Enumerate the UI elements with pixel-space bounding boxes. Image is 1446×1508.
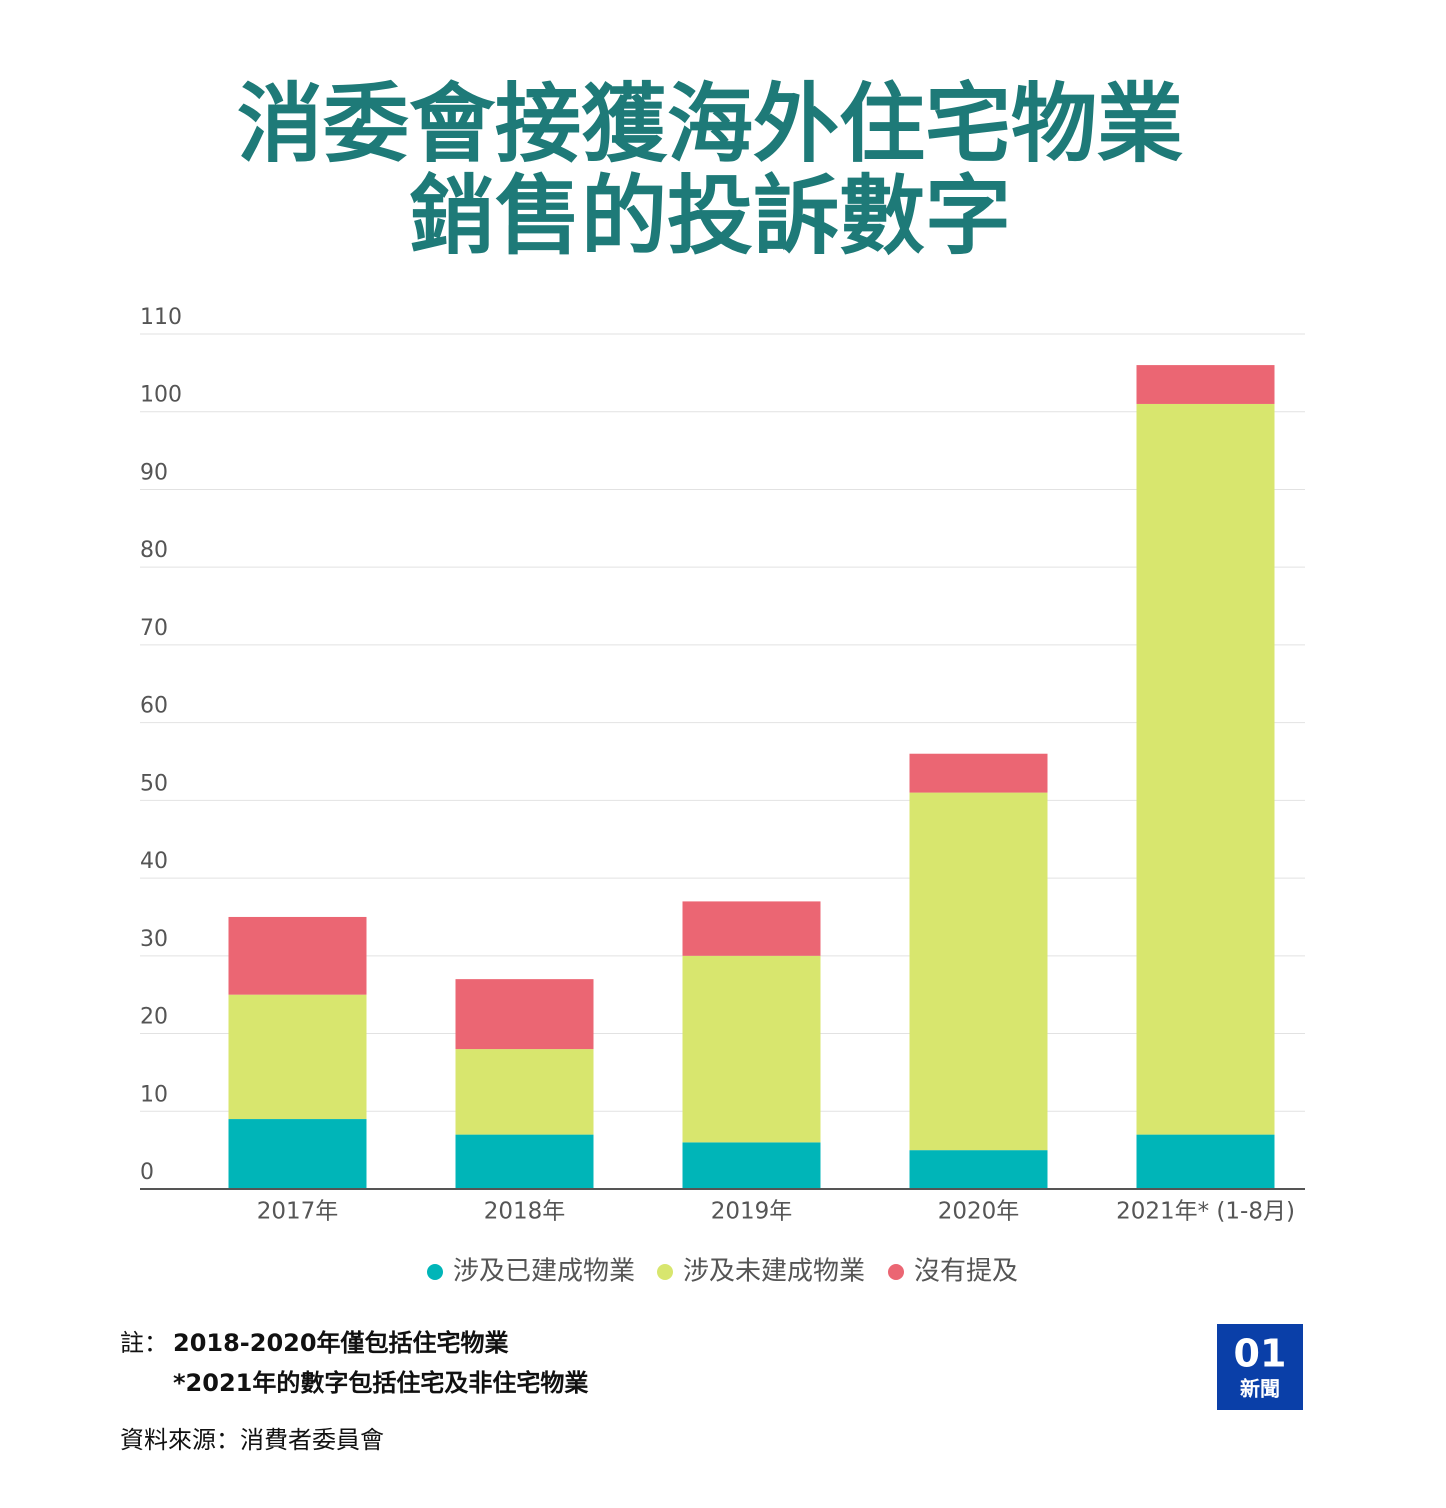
bar-segment [455, 979, 594, 1050]
y-tick-label: 0 [140, 1160, 154, 1185]
bar-segment [909, 1150, 1048, 1189]
y-tick-label: 30 [140, 927, 168, 952]
legend-swatch [427, 1264, 443, 1280]
bar-segment [682, 901, 821, 956]
y-tick-label: 80 [140, 538, 168, 563]
bar-segment [228, 916, 367, 995]
x-tick-label: 2019年 [711, 1199, 793, 1225]
logo-mark: 01 [1234, 1332, 1287, 1376]
y-tick-label: 20 [140, 1005, 168, 1030]
bar-segment [1136, 365, 1275, 404]
bar-segment [909, 753, 1048, 793]
x-tick-label: 2017年 [257, 1199, 339, 1225]
chart-title: 消委會接獲海外住宅物業 [237, 74, 1183, 174]
y-tick-label: 60 [140, 694, 168, 719]
y-tick-label: 40 [140, 849, 168, 874]
bar-segment [909, 792, 1048, 1151]
legend-swatch [888, 1264, 904, 1280]
legend-label: 涉及未建成物業 [683, 1257, 865, 1287]
note: 2018-2020年僅包括住宅物業 [173, 1329, 509, 1357]
bar-segment [228, 994, 367, 1120]
bar-segment [1136, 403, 1275, 1135]
x-tick-label: 2018年 [484, 1199, 566, 1225]
bar-segment [682, 955, 821, 1143]
y-tick-label: 110 [140, 305, 182, 330]
bar-segment [228, 1119, 367, 1189]
y-tick-label: 100 [140, 383, 182, 408]
logo [1217, 1324, 1303, 1410]
bar-segment [1136, 1134, 1275, 1189]
note: *2021年的數字包括住宅及非住宅物業 [173, 1369, 588, 1397]
x-tick-label: 2020年 [938, 1199, 1020, 1225]
y-tick-label: 10 [140, 1082, 168, 1107]
source: 資料來源：消費者委員會 [120, 1426, 384, 1454]
logo-text: 新聞 [1240, 1377, 1280, 1401]
chart-title: 銷售的投訴數字 [409, 166, 1011, 266]
legend-swatch [657, 1264, 673, 1280]
y-tick-label: 90 [140, 460, 168, 485]
legend-label: 沒有提及 [914, 1257, 1018, 1287]
y-tick-label: 50 [140, 771, 168, 796]
note-label: 註： [120, 1329, 168, 1357]
bar-segment [455, 1134, 594, 1189]
y-tick-label: 70 [140, 616, 168, 641]
bar-segment [455, 1049, 594, 1135]
x-tick-label: 2021年* (1-8月) [1116, 1199, 1295, 1225]
bar-segment [682, 1142, 821, 1189]
legend-label: 涉及已建成物業 [453, 1257, 635, 1287]
